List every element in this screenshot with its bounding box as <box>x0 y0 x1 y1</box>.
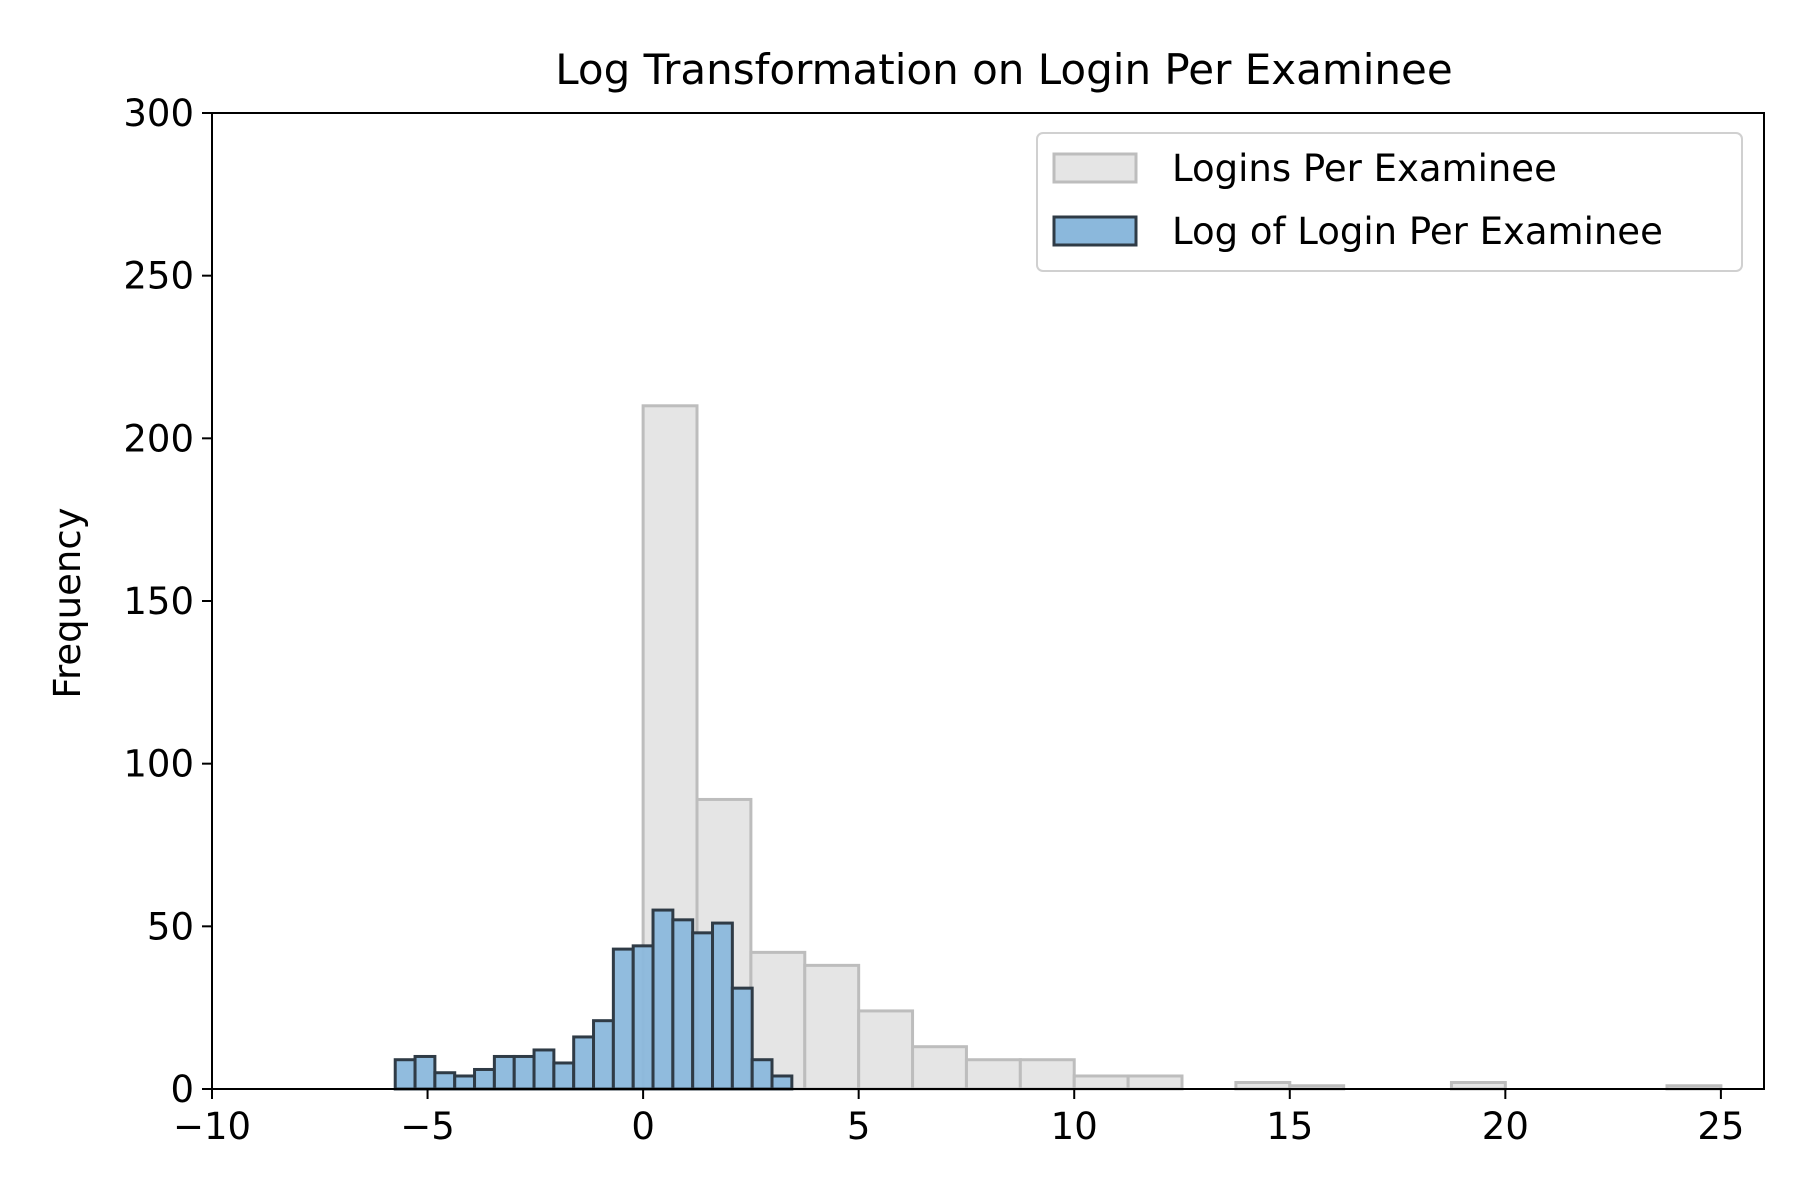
series-2-bars <box>393 908 794 1091</box>
legend-box <box>1036 132 1743 272</box>
histogram-bar <box>730 986 754 1091</box>
x-tick-label: 20 <box>1482 1105 1529 1148</box>
histogram-bar <box>532 1048 556 1091</box>
bars-layer <box>393 404 1723 1091</box>
histogram-bar <box>651 908 675 1091</box>
histogram-bar <box>750 1058 774 1091</box>
histogram-bar <box>453 1074 477 1091</box>
histogram-bar <box>671 918 695 1091</box>
legend-label: Logins Per Examinee <box>1172 147 1557 190</box>
y-tick-label: 100 <box>123 743 194 786</box>
histogram-bar <box>473 1067 496 1091</box>
histogram-bar <box>911 1045 968 1091</box>
x-tick-label: 5 <box>847 1105 871 1148</box>
histogram-bar <box>572 1035 596 1091</box>
x-tick-label: 15 <box>1266 1105 1313 1148</box>
histogram-bar <box>631 944 655 1091</box>
histogram-bar <box>1018 1058 1076 1091</box>
legend-swatch <box>1052 152 1138 184</box>
y-tick-label: 200 <box>123 417 194 460</box>
series-1-bars <box>641 404 1723 1091</box>
histogram-bar <box>691 931 715 1091</box>
y-tick-label: 0 <box>170 1068 194 1111</box>
histogram-bar <box>393 1058 417 1091</box>
legend-swatch <box>1052 215 1138 247</box>
x-tick-label: −5 <box>400 1105 455 1148</box>
histogram-bar <box>433 1071 457 1091</box>
y-tick-label: 150 <box>123 580 194 623</box>
y-tick-label: 300 <box>123 92 194 135</box>
histogram-bar <box>770 1074 794 1091</box>
y-tick-label: 50 <box>147 905 194 948</box>
histogram-bar <box>857 1009 915 1091</box>
y-tick-label: 250 <box>123 255 194 298</box>
histogram-bar <box>711 921 734 1091</box>
histogram-bar <box>512 1054 536 1091</box>
histogram-bar <box>611 947 635 1091</box>
histogram-bar <box>803 963 861 1091</box>
x-tick-label: 0 <box>631 1105 655 1148</box>
y-axis-label: Frequency <box>46 507 89 698</box>
histogram-bar <box>552 1061 576 1091</box>
legend: Logins Per Examinee Log of Login Per Exam… <box>1036 132 1743 272</box>
x-tick-label: 10 <box>1051 1105 1098 1148</box>
histogram-bar <box>492 1054 516 1091</box>
chart-title: Log Transformation on Login Per Examinee <box>555 45 1452 94</box>
histogram-bar <box>592 1019 615 1091</box>
histogram-bar <box>1126 1074 1184 1091</box>
histogram-bar <box>413 1054 437 1091</box>
histogram-bar <box>964 1058 1022 1091</box>
histogram-bar <box>1072 1074 1130 1091</box>
x-tick-label: −10 <box>173 1105 251 1148</box>
x-tick-label: 25 <box>1697 1105 1744 1148</box>
legend-label: Log of Login Per Examinee <box>1172 210 1663 253</box>
